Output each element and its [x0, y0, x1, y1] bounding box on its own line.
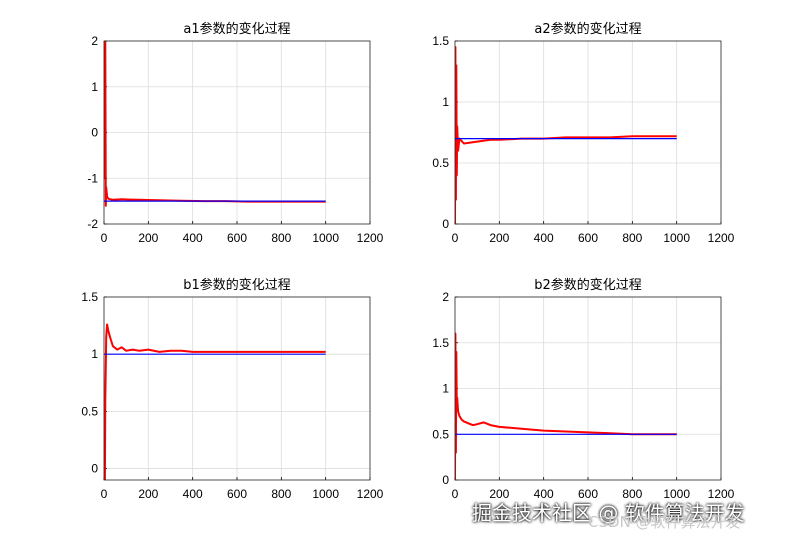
estimate-series-line [104, 323, 326, 480]
y-tick-label: 1 [91, 80, 98, 94]
x-tick-label: 800 [622, 487, 642, 501]
x-tick-label: 400 [183, 487, 203, 501]
axes-frame [103, 40, 371, 225]
y-tick-label: 1 [91, 347, 98, 361]
x-tick-label: 0 [452, 487, 459, 501]
x-tick-label: 0 [452, 231, 459, 245]
x-tick-label: 1200 [357, 487, 384, 501]
y-tick-label: 1.5 [432, 34, 449, 48]
x-tick-label: 800 [622, 231, 642, 245]
y-tick-label: 2 [442, 290, 449, 304]
x-tick-label: 600 [578, 487, 598, 501]
subplot-title: b2参数的变化过程 [534, 277, 642, 293]
x-tick-label: 200 [138, 487, 158, 501]
x-tick-label: 1200 [708, 487, 735, 501]
axes-frame [454, 40, 722, 225]
y-tick-label: 1.5 [432, 336, 449, 350]
x-tick-label: 200 [138, 231, 158, 245]
y-tick-label: 1.5 [81, 290, 98, 304]
y-tick-label: 0.5 [432, 427, 449, 441]
y-tick-label: 1 [442, 382, 449, 396]
y-tick-label: 0 [91, 126, 98, 140]
y-tick-label: 0.5 [81, 404, 98, 418]
x-tick-label: 600 [227, 231, 247, 245]
subplot-title: a1参数的变化过程 [183, 21, 290, 37]
x-tick-label: 1000 [663, 487, 690, 501]
x-tick-label: 600 [578, 231, 598, 245]
y-tick-label: 0 [442, 473, 449, 487]
estimate-series-line [455, 46, 677, 224]
subplot-1: 0 200 400 600 800 1000 1200 -2 -1 0 1 2 a1参数的变化过程 [87, 21, 383, 245]
y-tick-label: 0 [442, 217, 449, 231]
subplot-4: 0 200 400 600 800 1000 1200 0 0.5 1 1.5 2 b2参数的变化过程 [432, 277, 734, 501]
estimate-series-line [455, 332, 677, 480]
x-tick-label: 400 [183, 231, 203, 245]
subplot-title: a2参数的变化过程 [534, 21, 641, 37]
axes-frame [103, 296, 371, 481]
subplot-2: 0 200 400 600 800 1000 1200 0 0.5 1 1.5 a2参数的变化过程 [432, 21, 734, 245]
axes-frame [454, 296, 722, 481]
y-tick-label: 0 [91, 462, 98, 476]
subplot-3: 0 200 400 600 800 1000 1200 0 0.5 1 1.5 b1参数的变化过程 [81, 277, 383, 501]
y-tick-label: 2 [91, 34, 98, 48]
x-tick-label: 400 [534, 487, 554, 501]
x-tick-label: 600 [227, 487, 247, 501]
x-tick-label: 200 [489, 487, 509, 501]
x-tick-label: 1200 [708, 231, 735, 245]
y-tick-label: -1 [87, 171, 98, 185]
y-tick-label: 0.5 [432, 156, 449, 170]
watermark-csdn: CSDN @软件算法开发 [588, 513, 741, 531]
x-tick-label: 400 [534, 231, 554, 245]
x-tick-label: 1200 [357, 231, 384, 245]
x-tick-label: 1000 [663, 231, 690, 245]
x-tick-label: 1000 [312, 231, 339, 245]
x-tick-label: 0 [101, 487, 108, 501]
x-tick-label: 1000 [312, 487, 339, 501]
y-tick-label: -2 [87, 217, 98, 231]
x-tick-label: 800 [271, 231, 291, 245]
watermark-juejin: 掘金技术社区 @ 软件算法开发 [472, 501, 745, 525]
x-tick-label: 200 [489, 231, 509, 245]
x-tick-label: 0 [101, 231, 108, 245]
x-tick-label: 800 [271, 487, 291, 501]
subplot-title: b1参数的变化过程 [183, 277, 291, 293]
y-tick-label: 1 [442, 95, 449, 109]
